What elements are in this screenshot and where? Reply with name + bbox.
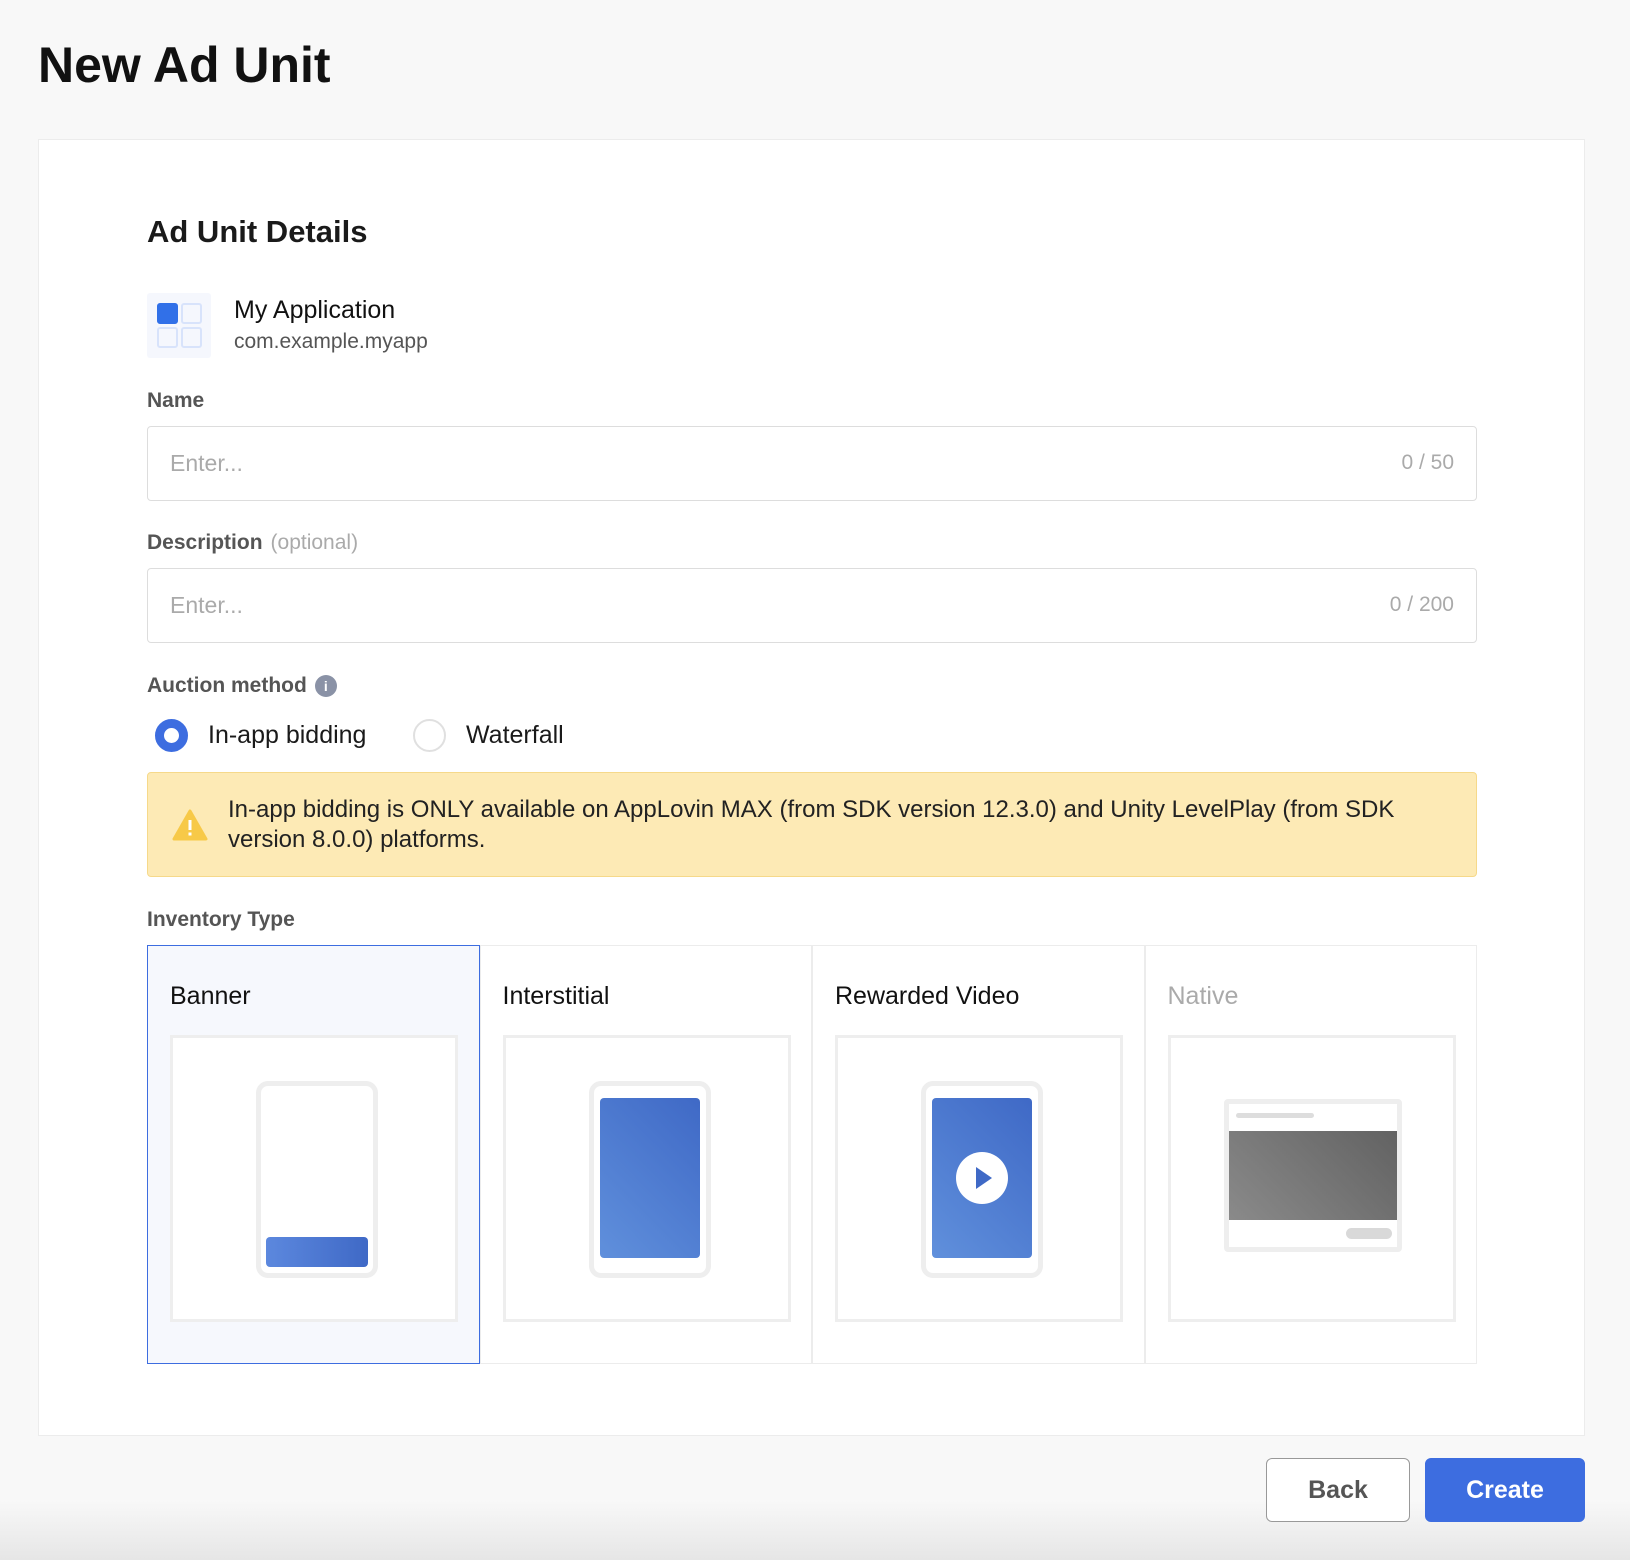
section-title: Ad Unit Details xyxy=(147,214,368,249)
tile-native: Native xyxy=(1144,945,1477,1364)
name-counter: 0 / 50 xyxy=(1401,451,1454,474)
play-icon xyxy=(956,1152,1008,1204)
warning-icon xyxy=(172,809,208,841)
description-counter: 0 / 200 xyxy=(1389,593,1454,616)
tile-label: Native xyxy=(1167,982,1239,1010)
back-button[interactable]: Back xyxy=(1266,1458,1410,1522)
tile-label: Banner xyxy=(170,982,251,1010)
tile-label: Interstitial xyxy=(502,982,610,1010)
warning-banner: In-app bidding is ONLY available on AppL… xyxy=(147,772,1477,877)
description-label-text: Description xyxy=(147,531,263,554)
native-preview-icon xyxy=(1167,1035,1456,1322)
warning-text: In-app bidding is ONLY available on AppL… xyxy=(228,796,1395,853)
radio-label: Waterfall xyxy=(466,720,564,749)
description-label: Description (optional) xyxy=(147,531,358,555)
interstitial-preview-icon xyxy=(502,1035,791,1322)
name-field[interactable]: 0 / 50 xyxy=(147,426,1477,501)
radio-unselected-icon xyxy=(413,718,446,752)
name-input[interactable] xyxy=(170,427,1270,500)
tile-banner[interactable]: Banner xyxy=(147,945,480,1364)
info-icon[interactable]: i xyxy=(314,675,337,698)
name-label: Name xyxy=(147,389,205,412)
app-grid-icon xyxy=(147,293,211,358)
inventory-type-tiles: Banner Interstitial Rewarded Video Nativ… xyxy=(147,945,1477,1364)
auction-method-text: Auction method xyxy=(147,674,307,697)
description-field[interactable]: 0 / 200 xyxy=(147,568,1477,643)
create-button[interactable]: Create xyxy=(1425,1458,1585,1522)
radio-waterfall[interactable]: Waterfall xyxy=(413,718,564,752)
radio-in-app-bidding[interactable]: In-app bidding xyxy=(155,718,366,752)
radio-selected-icon xyxy=(155,718,188,752)
description-input[interactable] xyxy=(170,569,1270,642)
inventory-type-label: Inventory Type xyxy=(147,908,295,931)
rewarded-video-preview-icon xyxy=(835,1035,1123,1322)
banner-preview-icon xyxy=(170,1035,458,1322)
tile-rewarded-video[interactable]: Rewarded Video xyxy=(812,945,1145,1364)
optional-hint: (optional) xyxy=(270,531,359,554)
tile-interstitial[interactable]: Interstitial xyxy=(479,945,812,1364)
tile-label: Rewarded Video xyxy=(835,982,1020,1010)
radio-label: In-app bidding xyxy=(208,720,367,749)
auction-method-label: Auction method i xyxy=(147,674,337,698)
ad-unit-details-card: Ad Unit Details My Application com.examp… xyxy=(38,139,1585,1436)
app-name: My Application xyxy=(234,296,396,324)
page-title: New Ad Unit xyxy=(38,37,331,93)
app-package: com.example.myapp xyxy=(234,330,428,353)
